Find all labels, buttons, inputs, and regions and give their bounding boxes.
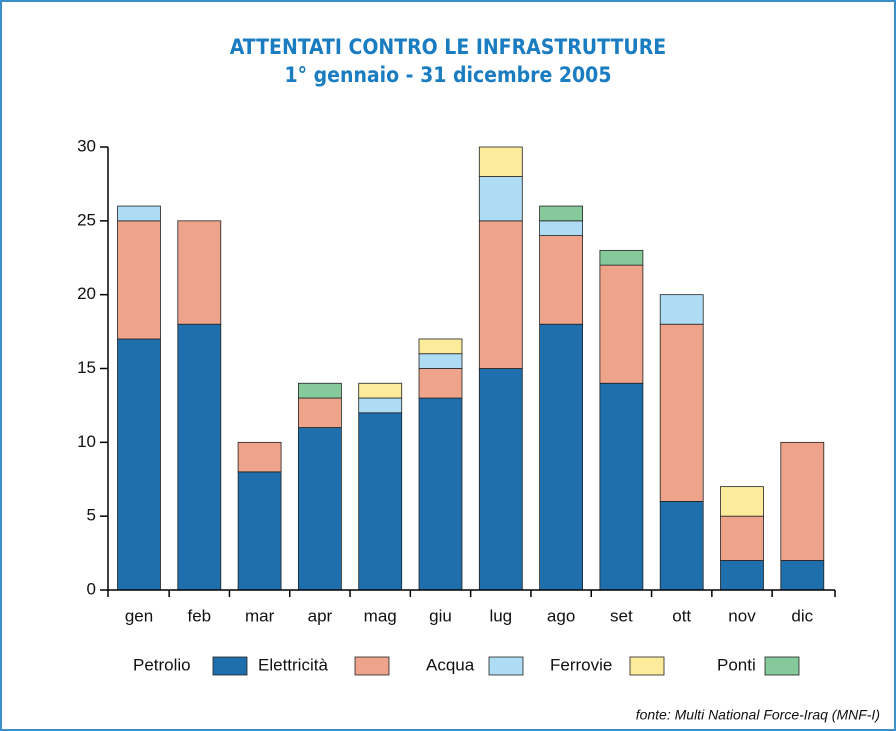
bar-segment (478, 368, 523, 591)
bar-segment (117, 205, 161, 222)
legend-swatch (488, 656, 524, 676)
bar-segment (418, 368, 463, 399)
bar-segment (720, 486, 764, 517)
bar-segment (237, 471, 282, 591)
bar-segment (418, 397, 463, 591)
legend-label: Acqua (426, 655, 475, 674)
bar-segment (358, 397, 403, 414)
bar-segment (297, 382, 342, 399)
bar-segment (659, 500, 704, 591)
y-tick-label: 0 (87, 579, 96, 598)
bar-segment (358, 382, 403, 399)
bar-segment (539, 235, 583, 325)
bar-segment (539, 323, 583, 591)
y-tick-label: 5 (87, 506, 96, 525)
bar-segment (599, 249, 644, 266)
bar-segment (599, 382, 644, 591)
x-tick-label: set (610, 606, 633, 625)
bar-segment (237, 441, 282, 473)
legend-label: Ponti (717, 655, 756, 674)
x-tick-label: ago (547, 606, 575, 625)
y-tick-label: 30 (77, 136, 96, 155)
x-tick-label: apr (308, 606, 333, 625)
bar-segment (659, 323, 704, 502)
bar-segment (177, 323, 222, 591)
legend-label: Elettricità (258, 655, 328, 674)
bar-segment (659, 294, 704, 325)
y-tick-label: 25 (77, 210, 96, 229)
legend-swatch (354, 656, 390, 676)
legend-label: Ferrovie (550, 655, 612, 674)
bar-segment (478, 220, 523, 369)
x-tick-label: dic (791, 606, 813, 625)
y-tick-label: 20 (77, 284, 96, 303)
legend-swatch (212, 656, 248, 676)
y-tick-label: 10 (77, 432, 96, 451)
bar-segment (297, 427, 342, 591)
source-note: fonte: Multi National Force-Iraq (MNF-I) (636, 707, 880, 723)
x-tick-label: giu (429, 606, 452, 625)
bar-segment (117, 338, 161, 591)
y-tick-label: 15 (77, 358, 96, 377)
x-tick-label: mag (364, 606, 397, 625)
bar-segment (780, 560, 825, 591)
bar-segment (780, 441, 825, 561)
bar-segment (177, 220, 222, 325)
x-tick-label: lug (489, 606, 512, 625)
x-tick-label: nov (728, 606, 756, 625)
bar-segment (539, 205, 583, 222)
bar-segment (478, 146, 523, 177)
legend-label: Petrolio (133, 655, 191, 674)
x-tick-label: mar (245, 606, 275, 625)
x-tick-label: feb (187, 606, 211, 625)
bar-segment (418, 353, 463, 369)
bar-segment (297, 397, 342, 428)
bar-segment (117, 220, 161, 340)
bar-segment (418, 338, 463, 355)
bar-segment (358, 412, 403, 591)
x-tick-label: ott (672, 606, 691, 625)
chart-subtitle: 1° gennaio - 31 dicembre 2005 (285, 63, 612, 87)
x-tick-label: gen (125, 606, 153, 625)
chart-title: ATTENTATI CONTRO LE INFRASTRUTTURE (230, 35, 666, 59)
bar-segment (720, 515, 764, 561)
legend-swatch (764, 656, 800, 676)
legend-swatch (629, 656, 665, 676)
bar-segment (599, 264, 644, 384)
bar-segment (720, 560, 764, 591)
bar-segment (478, 176, 523, 222)
bar-segment (539, 220, 583, 236)
